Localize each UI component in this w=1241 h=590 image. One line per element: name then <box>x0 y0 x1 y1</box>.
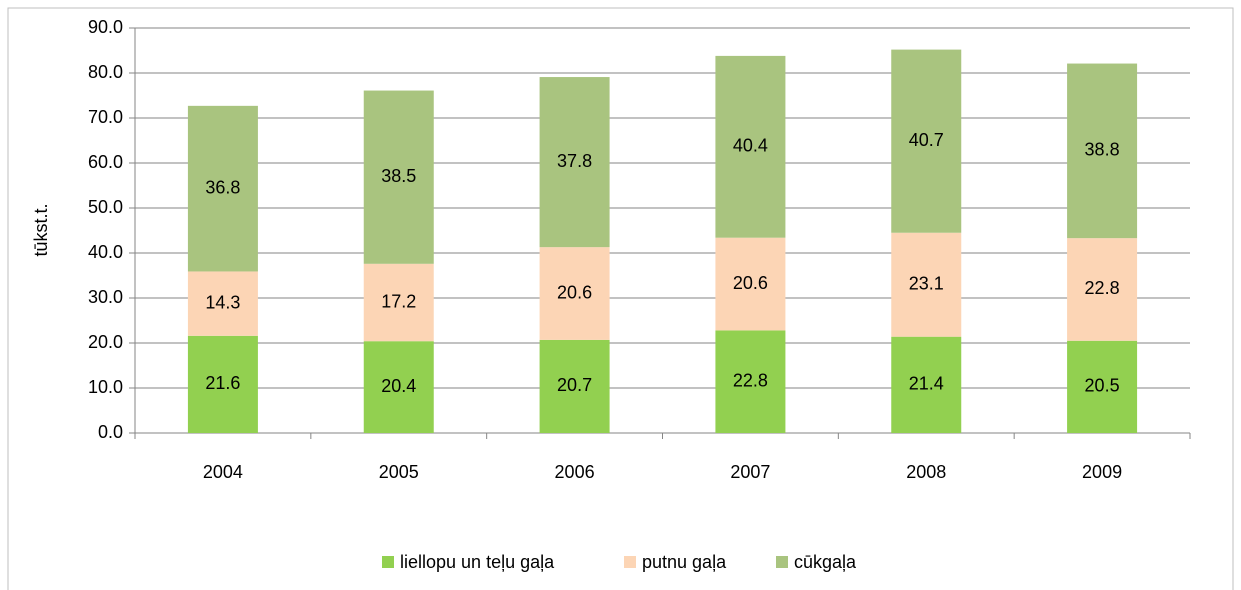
data-label: 36.8 <box>205 177 240 197</box>
data-label: 20.5 <box>1085 376 1120 396</box>
data-label: 20.6 <box>557 282 592 302</box>
bar-segment <box>1067 340 1138 433</box>
data-label: 17.2 <box>381 291 416 311</box>
bar-segment <box>539 339 610 433</box>
bar-segment <box>187 335 258 433</box>
y-tick-label: 90.0 <box>88 17 123 37</box>
bar-segment <box>187 105 258 272</box>
y-tick-label: 20.0 <box>88 332 123 352</box>
x-tick-label: 2008 <box>906 462 946 482</box>
bar-segment <box>715 55 786 238</box>
chart-frame <box>7 7 1234 590</box>
bar-segment <box>363 90 434 264</box>
x-tick-label: 2005 <box>379 462 419 482</box>
x-tick-label: 2007 <box>730 462 770 482</box>
legend-label: liellopu un teļu gaļa <box>400 552 555 572</box>
data-label: 22.8 <box>733 370 768 390</box>
data-label: 38.5 <box>381 166 416 186</box>
y-tick-label: 50.0 <box>88 197 123 217</box>
bar-segment <box>715 330 786 433</box>
legend-swatch <box>624 556 636 568</box>
bar-segment <box>1067 238 1138 341</box>
bar-segment <box>539 77 610 248</box>
bar-segment <box>715 237 786 331</box>
data-label: 37.8 <box>557 151 592 171</box>
bar-segment <box>891 336 962 433</box>
x-tick-label: 2006 <box>555 462 595 482</box>
bar-segment <box>187 271 258 336</box>
bar-segment <box>891 49 962 233</box>
data-label: 20.6 <box>733 273 768 293</box>
y-tick-label: 60.0 <box>88 152 123 172</box>
y-tick-label: 10.0 <box>88 377 123 397</box>
bar-segment <box>363 341 434 433</box>
data-label: 23.1 <box>909 273 944 293</box>
data-label: 20.4 <box>381 376 416 396</box>
y-tick-label: 30.0 <box>88 287 123 307</box>
x-tick-label: 2009 <box>1082 462 1122 482</box>
y-tick-label: 70.0 <box>88 107 123 127</box>
y-tick-label: 0.0 <box>98 422 123 442</box>
y-axis-label: tūkst.t. <box>31 203 51 256</box>
legend-swatch <box>776 556 788 568</box>
data-label: 21.6 <box>205 373 240 393</box>
data-label: 20.7 <box>557 375 592 395</box>
legend-label: cūkgaļa <box>794 552 857 572</box>
data-label: 21.4 <box>909 374 944 394</box>
bar-segment <box>1067 63 1138 239</box>
data-label: 40.7 <box>909 130 944 150</box>
data-label: 22.8 <box>1085 278 1120 298</box>
bar-segment <box>363 263 434 342</box>
x-tick-label: 2004 <box>203 462 243 482</box>
y-tick-label: 80.0 <box>88 62 123 82</box>
legend-swatch <box>382 556 394 568</box>
data-label: 40.4 <box>733 136 768 156</box>
bar-segment <box>891 232 962 337</box>
legend-label: putnu gaļa <box>642 552 727 572</box>
bar-segment <box>539 247 610 340</box>
data-label: 38.8 <box>1085 140 1120 160</box>
data-label: 14.3 <box>205 292 240 312</box>
y-tick-label: 40.0 <box>88 242 123 262</box>
